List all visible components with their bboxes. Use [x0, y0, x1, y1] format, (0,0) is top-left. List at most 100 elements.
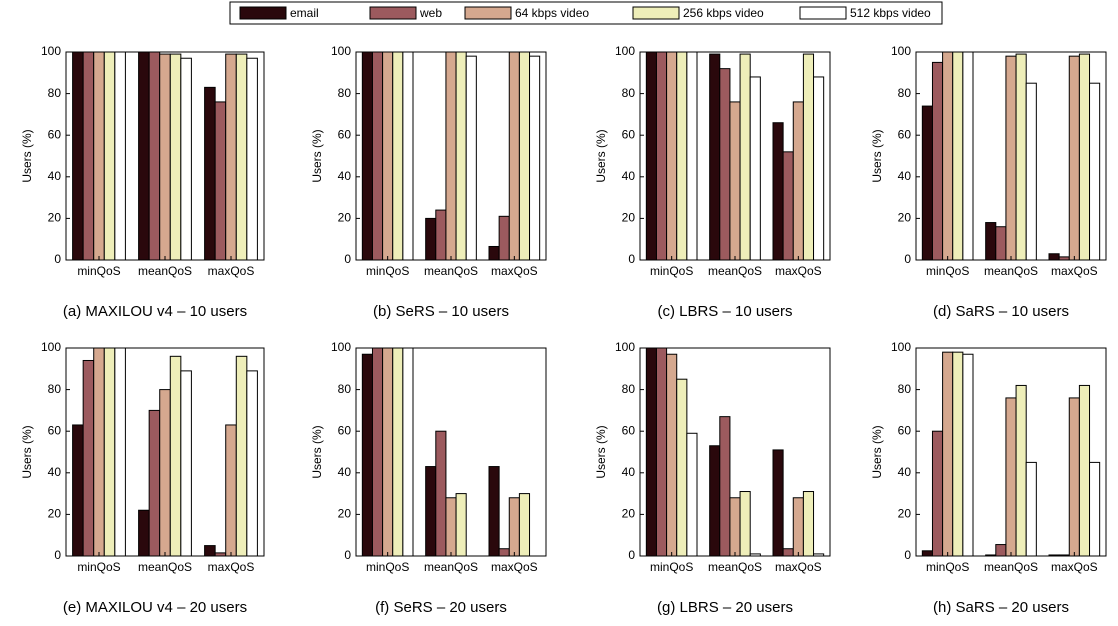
- bar: [1015, 53, 1027, 261]
- bar: [749, 76, 761, 261]
- caption: (a) MAXILOU v4 – 10 users: [63, 303, 247, 320]
- bar: [655, 51, 668, 261]
- bar: [782, 151, 794, 261]
- caption: (e) MAXILOU v4 – 20 users: [63, 599, 247, 616]
- bar: [169, 53, 182, 261]
- bar: [225, 424, 237, 557]
- y-tick-label: 100: [41, 340, 61, 354]
- y-tick-label: 0: [54, 548, 61, 562]
- bar: [1068, 397, 1080, 557]
- legend-label: 512 kbps video: [850, 6, 931, 20]
- subplot: 0 20 40 60 80 100 minQoS meanQoS maxQoS Users (%)…: [20, 44, 265, 320]
- bar: [676, 378, 688, 557]
- x-tick-label: minQoS: [926, 264, 969, 278]
- y-axis-label: Users (%): [594, 425, 608, 478]
- x-tick-label: minQoS: [650, 264, 693, 278]
- y-tick-label: 0: [628, 548, 635, 562]
- y-axis-label: Users (%): [20, 129, 34, 182]
- y-tick-label: 20: [898, 507, 912, 521]
- y-tick-label: 80: [338, 86, 352, 100]
- bar: [159, 53, 171, 261]
- bar: [435, 209, 447, 261]
- bar: [772, 122, 784, 261]
- bar: [792, 101, 804, 261]
- y-tick-label: 80: [48, 86, 62, 100]
- bar: [1005, 55, 1017, 261]
- legend-swatch: [369, 6, 417, 20]
- bar: [666, 353, 678, 557]
- bar: [709, 445, 721, 557]
- bar: [962, 51, 974, 261]
- y-tick-label: 80: [898, 86, 912, 100]
- bar: [371, 51, 384, 261]
- y-tick-label: 40: [622, 169, 636, 183]
- bar: [813, 76, 825, 261]
- subplot: 0 20 40 60 80 100 minQoS meanQoS maxQoS Users (%)…: [594, 44, 831, 320]
- bar: [72, 424, 84, 557]
- bar: [931, 430, 944, 557]
- bar: [445, 51, 457, 261]
- bar: [159, 389, 171, 557]
- y-tick-label: 80: [48, 382, 62, 396]
- y-tick-label: 100: [331, 340, 351, 354]
- y-tick-label: 40: [898, 169, 912, 183]
- bar: [666, 51, 678, 261]
- bar: [1048, 253, 1060, 261]
- bar: [180, 370, 192, 557]
- bar: [169, 355, 182, 557]
- y-tick-label: 40: [622, 465, 636, 479]
- y-tick-label: 0: [344, 252, 351, 266]
- subplot: 0 20 40 60 80 100 minQoS meanQoS maxQoS Users (%)…: [870, 44, 1107, 320]
- y-tick-label: 0: [344, 548, 351, 562]
- bar: [214, 101, 227, 261]
- y-tick-label: 20: [48, 507, 62, 521]
- bar: [180, 57, 192, 261]
- bar: [445, 497, 457, 557]
- bar: [455, 493, 467, 557]
- x-tick-label: meanQoS: [138, 264, 192, 278]
- y-tick-label: 40: [48, 465, 62, 479]
- y-tick-label: 60: [898, 127, 912, 141]
- y-tick-label: 60: [622, 127, 636, 141]
- bar: [82, 359, 95, 557]
- bar: [246, 370, 258, 557]
- y-tick-label: 100: [891, 340, 911, 354]
- y-tick-label: 100: [615, 340, 635, 354]
- bar: [518, 51, 531, 261]
- bar: [792, 497, 804, 557]
- y-axis-label: Users (%): [870, 425, 884, 478]
- x-tick-label: maxQoS: [491, 264, 538, 278]
- bar: [361, 51, 373, 261]
- bar: [148, 51, 161, 261]
- x-tick-label: minQoS: [366, 264, 409, 278]
- bar: [1005, 397, 1017, 557]
- x-tick-label: minQoS: [77, 264, 120, 278]
- bar: [1025, 82, 1037, 261]
- x-tick-label: meanQoS: [708, 264, 762, 278]
- x-tick-label: maxQoS: [208, 560, 255, 574]
- x-tick-label: meanQoS: [708, 560, 762, 574]
- caption: (f) SeRS – 20 users: [375, 599, 507, 616]
- bar: [942, 351, 954, 557]
- bar: [995, 226, 1007, 261]
- x-tick-label: meanQoS: [984, 560, 1038, 574]
- x-tick-label: meanQoS: [138, 560, 192, 574]
- bar: [995, 544, 1007, 557]
- bar: [138, 51, 150, 261]
- bar: [103, 347, 116, 557]
- bar: [382, 347, 394, 557]
- x-tick-label: meanQoS: [424, 264, 478, 278]
- y-tick-label: 20: [338, 507, 352, 521]
- caption: (c) LBRS – 10 users: [657, 303, 792, 320]
- x-tick-label: minQoS: [366, 560, 409, 574]
- bar: [455, 51, 467, 261]
- subplot: 0 20 40 60 80 100 minQoS meanQoS maxQoS Users (%)…: [20, 340, 265, 616]
- x-tick-label: meanQoS: [424, 560, 478, 574]
- x-tick-label: maxQoS: [1051, 560, 1098, 574]
- legend-label: 64 kbps video: [515, 6, 589, 20]
- bar: [235, 355, 248, 557]
- bar: [93, 347, 105, 557]
- legend-swatch: [464, 6, 512, 20]
- y-axis-label: Users (%): [310, 129, 324, 182]
